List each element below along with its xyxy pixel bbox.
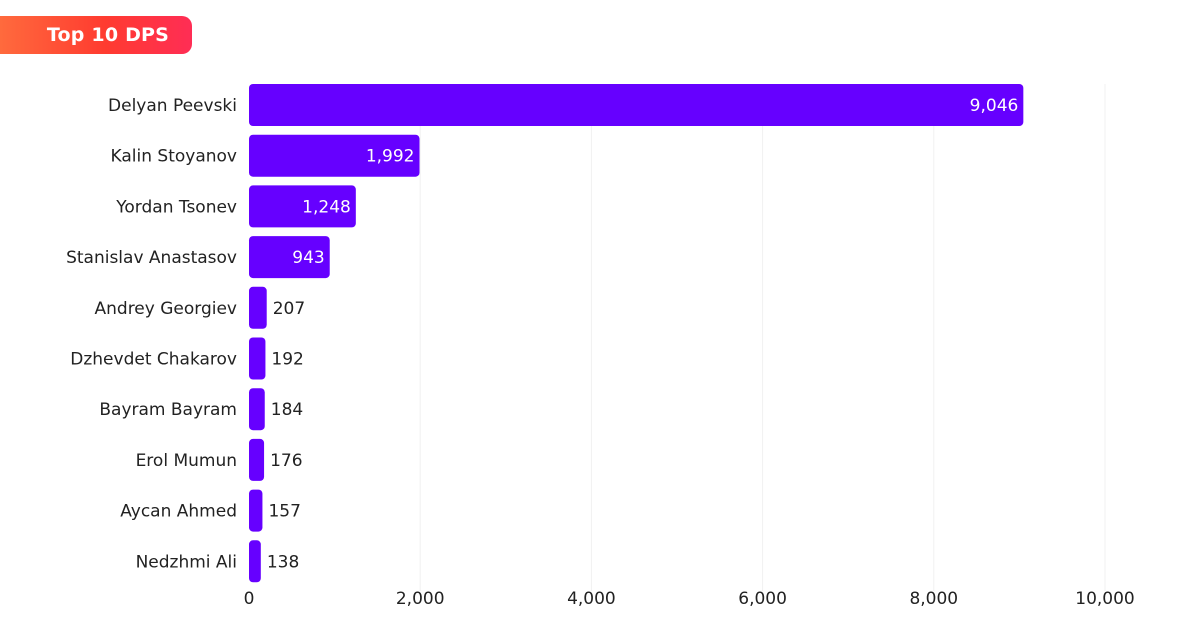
x-tick-label: 2,000: [396, 589, 445, 609]
bar: [249, 489, 263, 532]
x-tick-label: 0: [244, 589, 255, 609]
value-label: 1,248: [302, 197, 351, 217]
value-label: 207: [273, 299, 305, 319]
category-label: Aycan Ahmed: [120, 502, 237, 522]
x-tick-label: 10,000: [1075, 589, 1134, 609]
chart-title-badge: Top 10 DPS: [0, 16, 192, 54]
category-label: Stanislav Anastasov: [66, 248, 237, 268]
category-label: Bayram Bayram: [99, 400, 237, 420]
category-label: Kalin Stoyanov: [111, 147, 237, 167]
category-label: Nedzhmi Ali: [136, 552, 237, 572]
value-label: 192: [271, 350, 303, 370]
value-label: 9,046: [970, 96, 1019, 116]
value-label: 1,992: [366, 147, 415, 167]
category-label: Andrey Georgiev: [95, 299, 238, 319]
value-label: 157: [268, 502, 300, 522]
bar: [249, 286, 267, 329]
bar: [249, 337, 266, 380]
bar: [249, 388, 265, 431]
category-label: Erol Mumun: [136, 451, 237, 471]
value-label: 184: [271, 400, 303, 420]
bar: [249, 236, 330, 279]
bar: [249, 84, 1024, 126]
category-label: Delyan Peevski: [108, 96, 237, 116]
bar: [249, 438, 265, 481]
x-tick-label: 4,000: [567, 589, 616, 609]
x-tick-label: 8,000: [909, 589, 958, 609]
value-label: 176: [270, 451, 302, 471]
bar: [249, 185, 356, 228]
bar: [249, 540, 261, 583]
value-label: 138: [267, 552, 299, 572]
category-label: Yordan Tsonev: [115, 197, 237, 217]
x-tick-label: 6,000: [738, 589, 787, 609]
value-label: 943: [292, 248, 324, 268]
category-label: Dzhevdet Chakarov: [70, 350, 237, 370]
bar: [249, 134, 420, 177]
